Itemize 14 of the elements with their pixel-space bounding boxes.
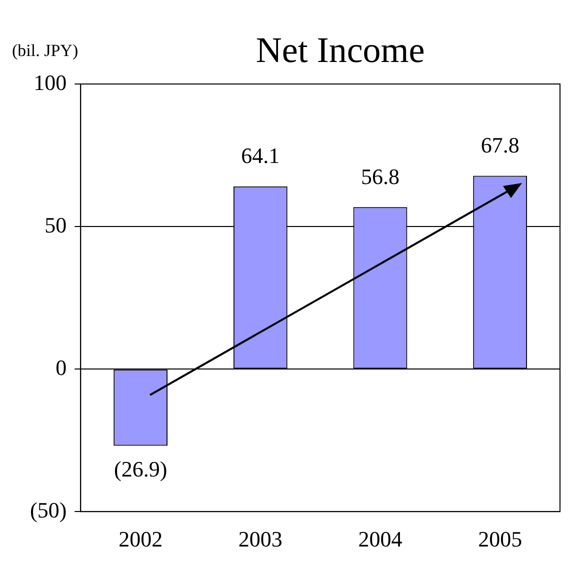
data-label: 64.1 [241, 143, 280, 168]
y-tick-label: 100 [34, 70, 67, 95]
y-tick-label: 50 [44, 212, 67, 238]
data-label: (26.9) [114, 456, 168, 482]
data-label: 56.8 [360, 164, 400, 189]
x-tick-label: 2005 [478, 526, 522, 552]
chart-title: Net Income [256, 30, 425, 70]
y-axis-title: (bil. JPY) [12, 41, 78, 60]
x-tick-label: 2004 [358, 526, 402, 552]
data-label: 67.8 [480, 132, 520, 158]
y-tick-label: 0 [56, 354, 67, 380]
x-tick-label: 2003 [238, 526, 282, 552]
x-tick-label: 2002 [118, 526, 163, 552]
y-tick-label: (50) [30, 497, 67, 522]
